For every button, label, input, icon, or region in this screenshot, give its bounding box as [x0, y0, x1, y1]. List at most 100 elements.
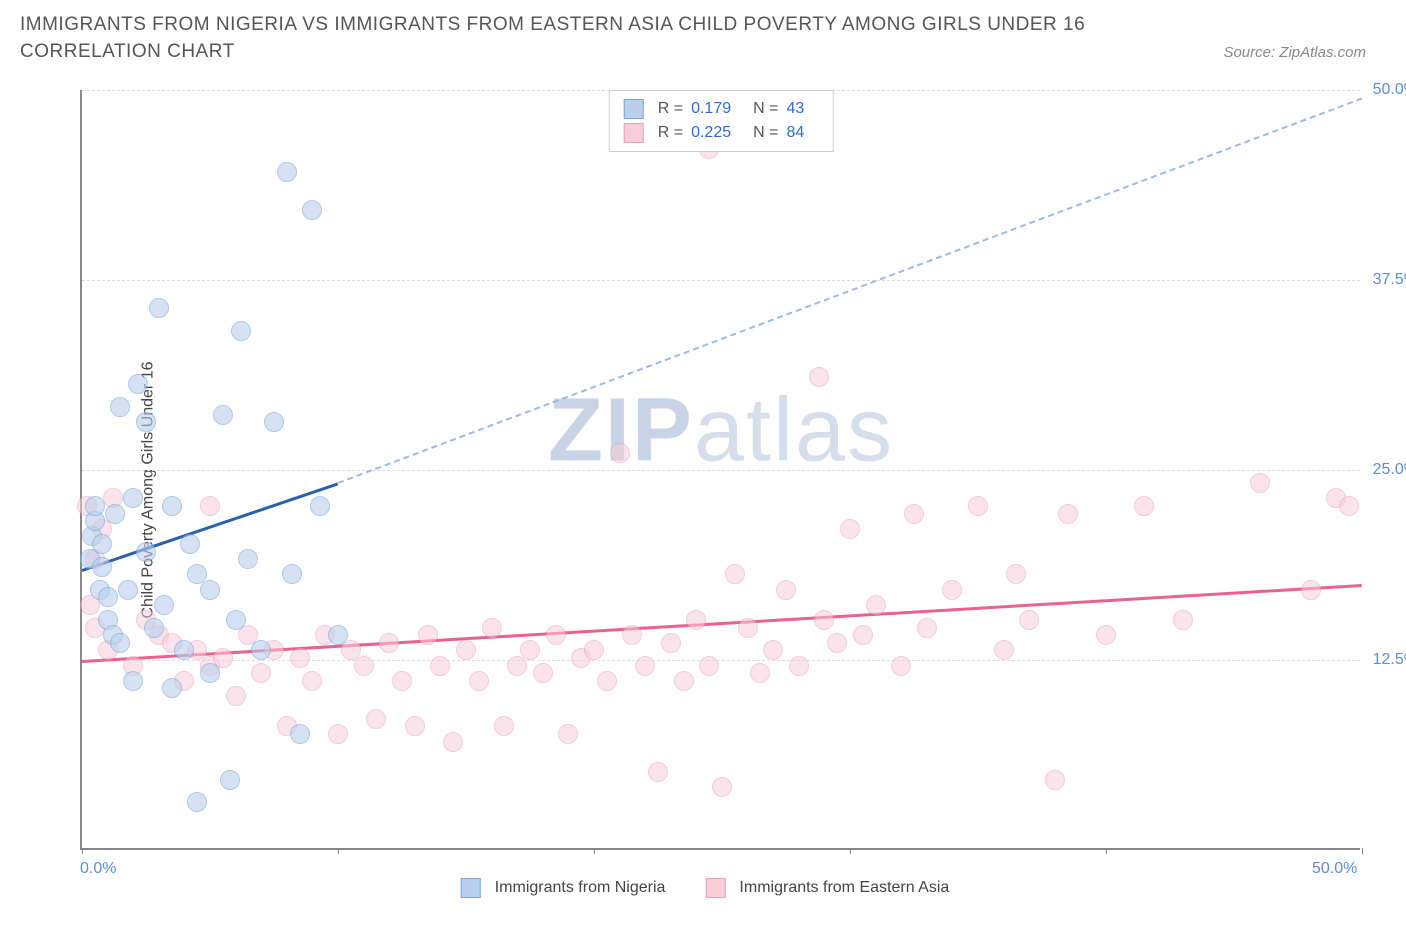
data-point	[699, 656, 719, 676]
swatch-nigeria	[624, 99, 644, 119]
data-point	[92, 557, 112, 577]
data-point	[533, 663, 553, 683]
data-point	[200, 580, 220, 600]
data-point	[1134, 496, 1154, 516]
data-point	[558, 724, 578, 744]
data-point	[290, 724, 310, 744]
data-point	[891, 656, 911, 676]
data-point	[136, 542, 156, 562]
data-point	[290, 648, 310, 668]
x-axis-max: 50.0%	[1312, 860, 1357, 878]
chart-source: Source: ZipAtlas.com	[1223, 44, 1386, 65]
data-point	[904, 504, 924, 524]
data-point	[443, 732, 463, 752]
data-point	[123, 671, 143, 691]
x-tick	[594, 848, 595, 854]
watermark-rest: atlas	[694, 381, 894, 481]
data-point	[110, 633, 130, 653]
data-point	[1019, 610, 1039, 630]
data-point	[144, 618, 164, 638]
data-point	[123, 488, 143, 508]
swatch-nigeria-icon	[461, 878, 481, 898]
legend-row-nigeria: R = 0.179 N = 43	[624, 97, 819, 121]
data-point	[1096, 625, 1116, 645]
data-point	[1250, 473, 1270, 493]
data-point	[763, 640, 783, 660]
r-value-easia: 0.225	[691, 121, 731, 145]
data-point	[661, 633, 681, 653]
y-tick-label: 25.0%	[1373, 461, 1406, 479]
legend-label-nigeria: Immigrants from Nigeria	[495, 879, 666, 897]
data-point	[251, 640, 271, 660]
data-point	[584, 640, 604, 660]
data-point	[136, 412, 156, 432]
data-point	[226, 610, 246, 630]
data-point	[110, 397, 130, 417]
n-value-easia: 84	[786, 121, 804, 145]
data-point	[328, 625, 348, 645]
data-point	[200, 496, 220, 516]
x-tick	[338, 848, 339, 854]
data-point	[827, 633, 847, 653]
legend-label-easia: Immigrants from Eastern Asia	[739, 879, 949, 897]
y-tick-label: 37.5%	[1373, 271, 1406, 289]
data-point	[302, 200, 322, 220]
data-point	[92, 534, 112, 554]
n-label: N =	[753, 121, 778, 145]
data-point	[162, 678, 182, 698]
data-point	[1006, 564, 1026, 584]
data-point	[814, 610, 834, 630]
swatch-easia-icon	[705, 878, 725, 898]
legend-row-easia: R = 0.225 N = 84	[624, 121, 819, 145]
x-tick	[1362, 848, 1363, 854]
legend-item-easia: Immigrants from Eastern Asia	[705, 878, 949, 898]
data-point	[1339, 496, 1359, 516]
trend-line	[338, 98, 1363, 484]
data-point	[226, 686, 246, 706]
data-point	[776, 580, 796, 600]
data-point	[366, 709, 386, 729]
data-point	[187, 792, 207, 812]
data-point	[154, 595, 174, 615]
y-tick-label: 12.5%	[1373, 651, 1406, 669]
data-point	[1173, 610, 1193, 630]
data-point	[520, 640, 540, 660]
n-value-nigeria: 43	[786, 97, 804, 121]
data-point	[418, 625, 438, 645]
data-point	[597, 671, 617, 691]
data-point	[354, 656, 374, 676]
data-point	[712, 777, 732, 797]
data-point	[1058, 504, 1078, 524]
data-point	[264, 412, 284, 432]
data-point	[1301, 580, 1321, 600]
data-point	[85, 496, 105, 516]
data-point	[220, 770, 240, 790]
data-point	[200, 663, 220, 683]
data-point	[469, 671, 489, 691]
r-label: R =	[658, 121, 683, 145]
data-point	[392, 671, 412, 691]
chart-header: IMMIGRANTS FROM NIGERIA VS IMMIGRANTS FR…	[0, 0, 1406, 73]
data-point	[238, 549, 258, 569]
x-tick	[850, 848, 851, 854]
r-value-nigeria: 0.179	[691, 97, 731, 121]
plot-area: ZIPatlas R = 0.179 N = 43 R = 0.225 N = …	[80, 90, 1360, 850]
y-tick-label: 50.0%	[1373, 81, 1406, 99]
data-point	[128, 374, 148, 394]
data-point	[328, 724, 348, 744]
data-point	[482, 618, 502, 638]
data-point	[302, 671, 322, 691]
data-point	[282, 564, 302, 584]
data-point	[98, 587, 118, 607]
data-point	[610, 443, 630, 463]
r-label: R =	[658, 97, 683, 121]
data-point	[994, 640, 1014, 660]
data-point	[231, 321, 251, 341]
data-point	[310, 496, 330, 516]
data-point	[105, 504, 125, 524]
data-point	[686, 610, 706, 630]
data-point	[635, 656, 655, 676]
watermark: ZIPatlas	[548, 380, 894, 483]
data-point	[725, 564, 745, 584]
data-point	[174, 640, 194, 660]
